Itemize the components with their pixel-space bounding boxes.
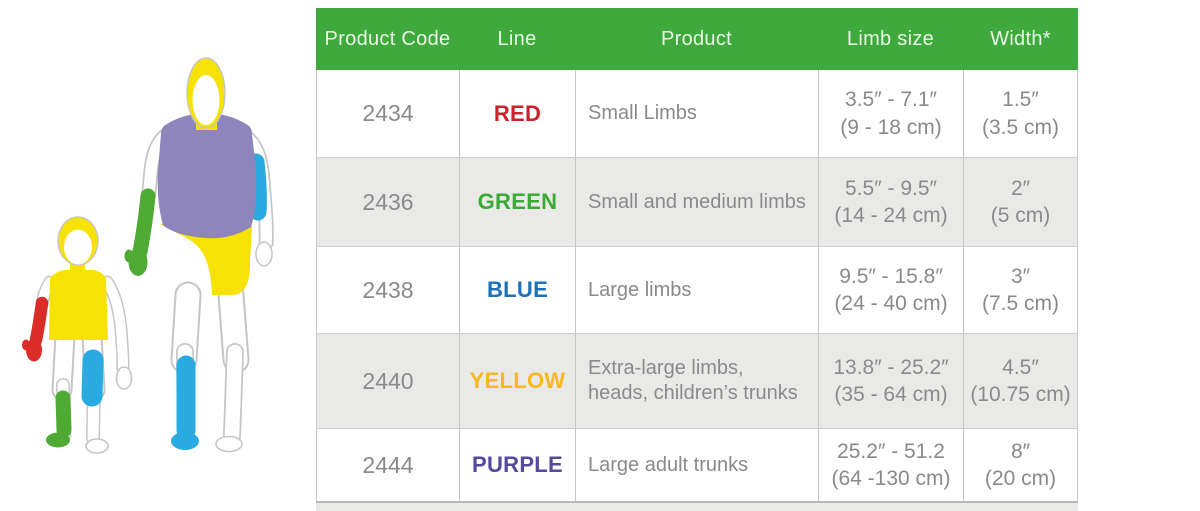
adult-blue-armsleeve <box>247 153 267 221</box>
product-code: 2440 <box>317 334 460 428</box>
limb-size: 3.5″ - 7.1″ (9 - 18 cm) <box>819 70 964 157</box>
width-inches: 3″ <box>1010 264 1031 288</box>
line-name: RED <box>460 70 576 157</box>
table-row-yellow: 2440 YELLOW Extra-large limbs, heads, ch… <box>317 333 1077 428</box>
line-name: BLUE <box>460 247 576 333</box>
width: 3″ (7.5 cm) <box>964 247 1077 333</box>
product-code: 2436 <box>317 158 460 246</box>
limb-size: 5.5″ - 9.5″ (14 - 24 cm) <box>819 158 964 246</box>
width-cm: (5 cm) <box>990 204 1051 227</box>
limb-size-inches: 9.5″ - 15.8″ <box>839 264 943 288</box>
table-row-blue: 2438 BLUE Large limbs 9.5″ - 15.8″ (24 -… <box>317 246 1077 333</box>
limb-size-cm: (35 - 64 cm) <box>834 383 948 406</box>
line-name: GREEN <box>460 158 576 246</box>
child-green-sock <box>46 390 72 448</box>
adult-figure <box>124 57 274 453</box>
width-cm: (20 cm) <box>984 467 1057 490</box>
limb-size-cm: (64 -130 cm) <box>831 467 951 490</box>
width-inches: 2″ <box>1010 176 1031 200</box>
width-inches: 8″ <box>1010 439 1031 463</box>
width: 2″ (5 cm) <box>964 158 1077 246</box>
width-inches: 4.5″ <box>1002 355 1039 379</box>
product-description: Large limbs <box>576 247 819 333</box>
width: 4.5″ (10.75 cm) <box>964 334 1077 428</box>
adult-vest <box>157 113 257 239</box>
limb-size-inches: 25.2″ - 51.2 <box>837 439 945 463</box>
limb-size-cm: (24 - 40 cm) <box>834 292 948 315</box>
limb-size-inches: 5.5″ - 9.5″ <box>845 176 937 200</box>
child-blue-kneeband <box>81 349 104 407</box>
header-line: Line <box>497 27 537 50</box>
table-row-red: 2434 RED Small Limbs 3.5″ - 7.1″ (9 - 18… <box>317 70 1077 157</box>
line-name: PURPLE <box>460 429 576 501</box>
child-head <box>57 216 99 272</box>
width-cm: (3.5 cm) <box>981 115 1059 139</box>
width-cm: (10.75 cm) <box>970 383 1071 406</box>
adult-blue-sock <box>171 355 199 450</box>
table-row-green: 2436 GREEN Small and medium limbs 5.5″ -… <box>317 157 1077 246</box>
header-width: Width* <box>990 27 1051 50</box>
product-description: Small and medium limbs <box>576 158 819 246</box>
product-code: 2438 <box>317 247 460 333</box>
header-limb-size: Limb size <box>846 27 935 50</box>
width-inches: 1.5″ <box>1002 88 1039 112</box>
child-red-armsleeve <box>22 296 49 362</box>
table-body: 2434 RED Small Limbs 3.5″ - 7.1″ (9 - 18… <box>316 70 1078 501</box>
limb-size-inches: 13.8″ - 25.2″ <box>833 355 949 379</box>
limb-size: 25.2″ - 51.2 (64 -130 cm) <box>819 429 964 501</box>
product-code: 2444 <box>317 429 460 501</box>
child-vest <box>49 270 108 340</box>
product-table: Product Code Line Product Limb size Widt… <box>316 8 1078 511</box>
table-row-purple: 2444 PURPLE Large adult trunks 25.2″ - 5… <box>317 428 1077 501</box>
line-name: YELLOW <box>460 334 576 428</box>
limb-size-cm: (9 - 18 cm) <box>840 115 942 139</box>
header-product: Product <box>660 27 733 50</box>
child-figure <box>22 216 133 454</box>
adult-green-armsleeve <box>124 188 156 276</box>
child-right-hand <box>115 366 133 390</box>
table-header: Product Code Line Product Limb size Widt… <box>316 8 1078 70</box>
limb-size: 9.5″ - 15.8″ (24 - 40 cm) <box>819 247 964 333</box>
body-illustration <box>22 57 274 454</box>
header-product-code: Product Code <box>324 27 451 50</box>
product-code: 2434 <box>317 70 460 157</box>
product-description: Extra-large limbs, heads, children’s tru… <box>576 334 819 428</box>
limb-size: 13.8″ - 25.2″ (35 - 64 cm) <box>819 334 964 428</box>
product-description: Small Limbs <box>576 70 819 157</box>
limb-size-cm: (14 - 24 cm) <box>834 204 948 227</box>
table-bottom-strip <box>316 501 1078 511</box>
adult-right-hand <box>255 241 273 267</box>
width: 8″ (20 cm) <box>964 429 1077 501</box>
width-cm: (7.5 cm) <box>981 292 1059 315</box>
product-description: Large adult trunks <box>576 429 819 501</box>
child-right-foot <box>85 438 109 454</box>
adult-head <box>186 57 226 130</box>
limb-size-inches: 3.5″ - 7.1″ <box>845 88 937 112</box>
adult-right-foot <box>215 435 243 453</box>
width: 1.5″ (3.5 cm) <box>964 70 1077 157</box>
adult-trunks <box>160 224 252 295</box>
